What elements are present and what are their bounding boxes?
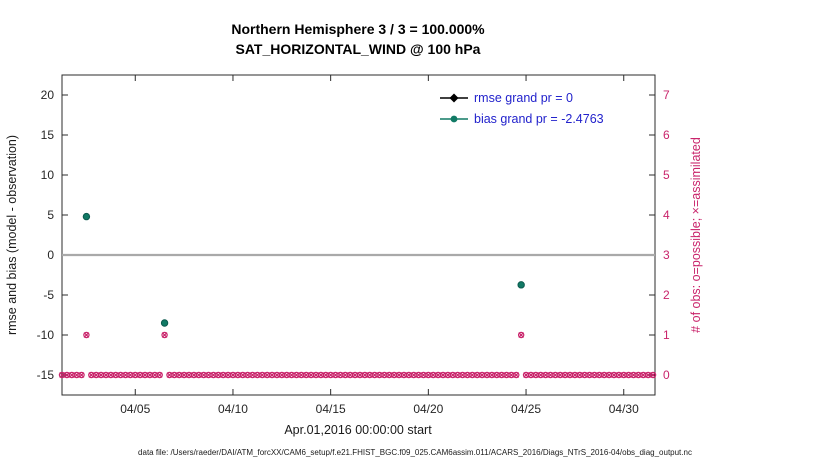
right-tick-label: 3 xyxy=(663,248,670,262)
left-tick-label: -5 xyxy=(43,288,54,302)
right-tick-label: 2 xyxy=(663,288,670,302)
right-y-axis-label: # of obs: o=possible; ×=assimilated xyxy=(689,137,703,333)
right-tick-label: 5 xyxy=(663,168,670,182)
right-tick-label: 6 xyxy=(663,128,670,142)
obs-count-markers xyxy=(58,331,657,379)
x-tick-label: 04/10 xyxy=(218,402,248,416)
left-tick-label: 15 xyxy=(41,128,55,142)
x-tick-label: 04/30 xyxy=(609,402,639,416)
legend-bias-label: bias grand pr = -2.4763 xyxy=(474,112,604,126)
plot-marks: 20 7 15 6 10 5 5 4 0 3 -5 2 -10 1 -15 0 04/05 04/10 04/15 0… xyxy=(37,74,670,416)
x-axis-label: Apr.01,2016 00:00:00 start xyxy=(284,423,432,437)
legend-samples xyxy=(440,93,468,123)
plot-box xyxy=(61,74,656,396)
legend-rmse-label: rmse grand pr = 0 xyxy=(474,91,573,105)
left-tick-label: 10 xyxy=(41,168,55,182)
legend-rmse-diamond-icon xyxy=(449,93,459,103)
right-tick-label: 0 xyxy=(663,368,670,382)
x-tick-label: 04/05 xyxy=(120,402,150,416)
legend-bias-circle-icon xyxy=(450,115,458,123)
left-tick-label: 0 xyxy=(47,248,54,262)
left-y-axis-label: rmse and bias (model - observation) xyxy=(5,135,19,335)
plot-subtitle: SAT_HORIZONTAL_WIND @ 100 hPa xyxy=(236,41,481,57)
x-tick-label: 04/15 xyxy=(316,402,346,416)
left-tick-label: 20 xyxy=(41,88,55,102)
left-tick-label: -10 xyxy=(37,328,55,342)
x-tick-label: 04/20 xyxy=(413,402,443,416)
left-tick-label: -15 xyxy=(37,368,55,382)
data-file-caption: data file: /Users/raeder/DAI/ATM_forcXX/… xyxy=(138,448,692,457)
bias-points xyxy=(82,212,525,327)
left-tick-label: 5 xyxy=(47,208,54,222)
right-tick-label: 1 xyxy=(663,328,670,342)
right-tick-label: 7 xyxy=(663,88,670,102)
x-tick-label: 04/25 xyxy=(511,402,541,416)
plot-title: Northern Hemisphere 3 / 3 = 100.000% xyxy=(231,21,485,37)
right-tick-label: 4 xyxy=(663,208,670,222)
